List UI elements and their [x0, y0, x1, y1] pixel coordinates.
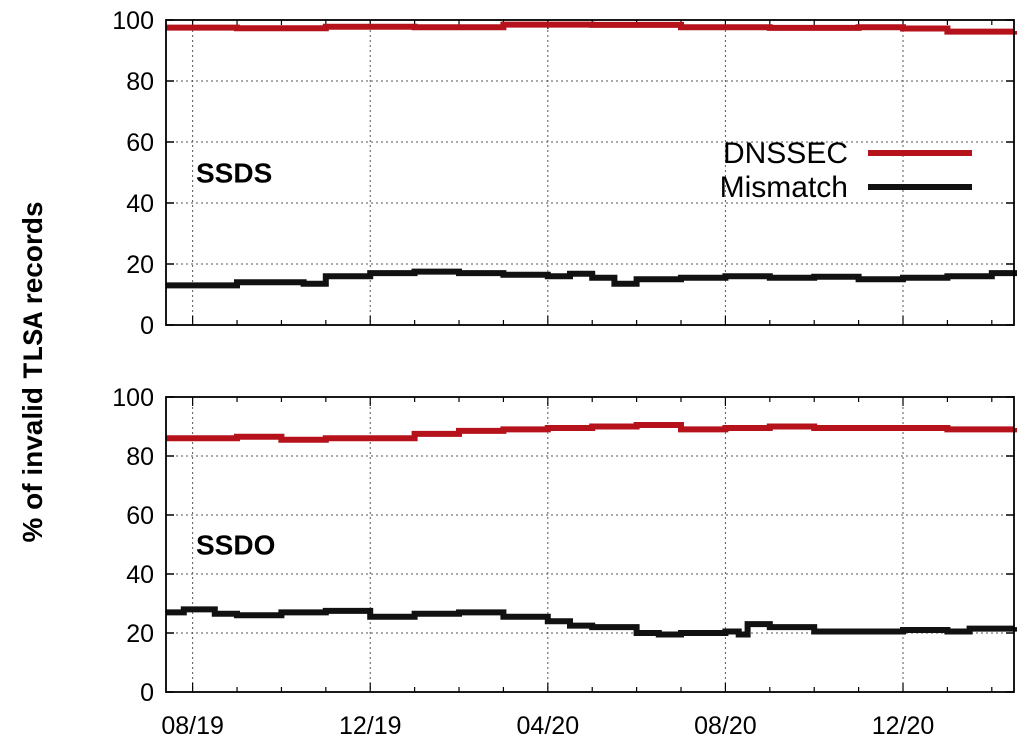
- x-tick-label: 12/19: [339, 712, 402, 740]
- x-tick-label: 12/20: [872, 712, 935, 740]
- x-tick-label: 08/19: [161, 712, 224, 740]
- x-tick-label: 04/20: [517, 712, 580, 740]
- series-line-dnssec: [166, 21, 1017, 35]
- panel-label-ssdo: SSDO: [196, 530, 275, 561]
- y-axis-label-prefix: % of invalid: [17, 379, 48, 542]
- y-tick-label: 60: [126, 129, 154, 157]
- y-axis-label-mono: TLSA: [20, 312, 51, 379]
- y-tick-label: 0: [140, 312, 154, 340]
- y-tick-label: 0: [140, 679, 154, 707]
- y-tick-label: 100: [112, 7, 154, 35]
- y-tick-label: 20: [126, 620, 154, 648]
- y-tick-label: 100: [112, 384, 154, 412]
- y-axis-label-suffix: records: [17, 201, 48, 312]
- series-line-mismatch: [166, 606, 1017, 638]
- plot-frame: [165, 19, 1015, 326]
- y-tick-label: 80: [126, 443, 154, 471]
- x-tick-label: 08/20: [694, 712, 757, 740]
- panel-label-ssds: SSDS: [196, 158, 272, 189]
- series-line-mismatch: [166, 268, 1017, 289]
- y-axis-label: % of invalid TLSA records: [17, 201, 51, 542]
- y-tick-label: 60: [126, 502, 154, 530]
- panel-ssdo: 0 20 40 60 80 100 08/19 12/19 04/20 08/20 12/20 SSD…: [112, 384, 1017, 740]
- y-tick-label: 80: [126, 68, 154, 96]
- legend-label-dnssec: DNSSEC: [723, 137, 848, 170]
- y-tick-label: 40: [126, 190, 154, 218]
- legend-label-mismatch: Mismatch: [720, 171, 848, 204]
- y-tick-label: 20: [126, 251, 154, 279]
- plot-frame: [165, 396, 1015, 693]
- series-line-dnssec: [166, 422, 1017, 443]
- y-tick-label: 40: [126, 561, 154, 589]
